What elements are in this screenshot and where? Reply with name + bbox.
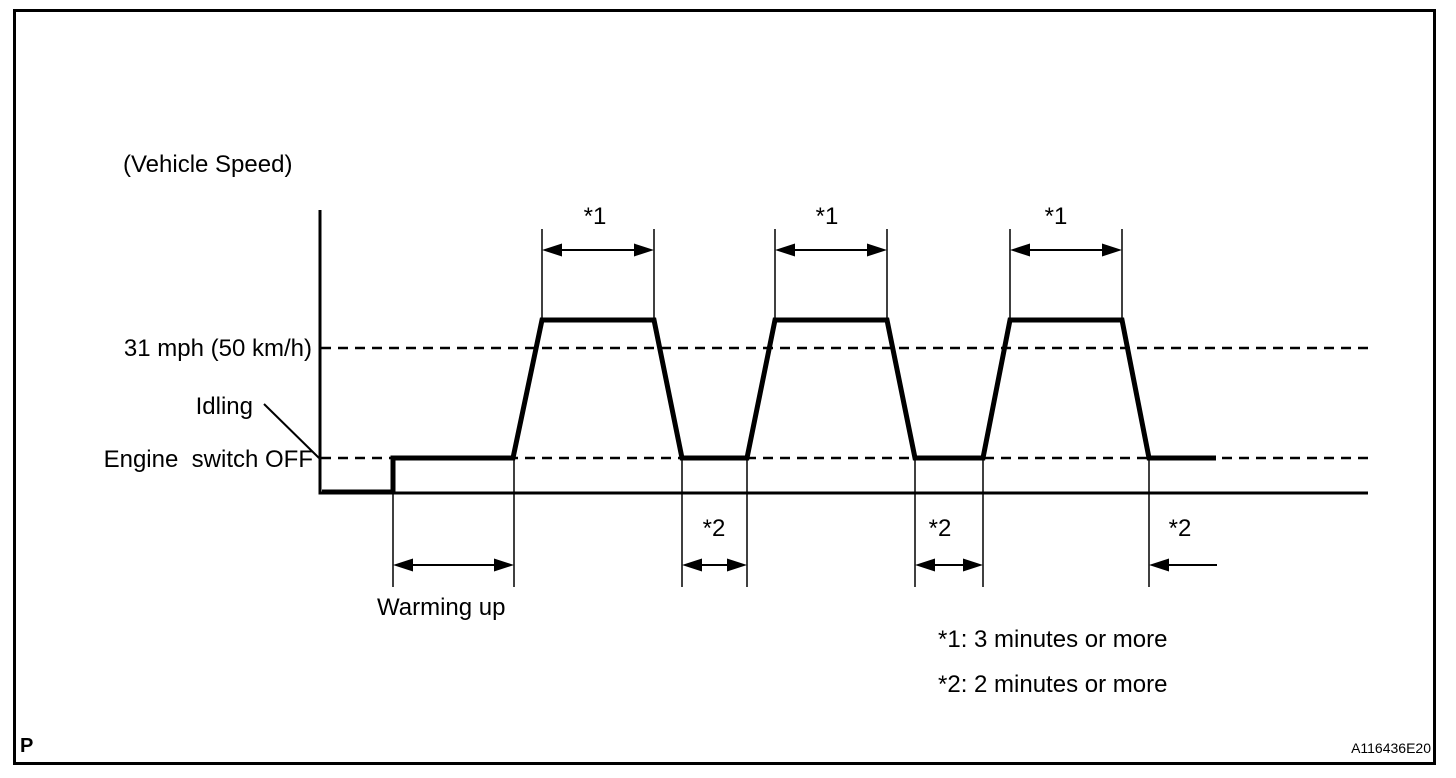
arrowhead-right-5 <box>727 558 747 572</box>
arrowhead-left-7 <box>1149 558 1169 572</box>
figure-border <box>13 9 1436 765</box>
arrowhead-right-6 <box>963 558 983 572</box>
page-marker: P <box>20 735 34 757</box>
speed-waveform <box>322 317 1216 495</box>
dim1-label-peak2: *1 <box>815 203 839 230</box>
arrowhead-left-3 <box>1010 243 1030 257</box>
arrowhead-left-4 <box>393 558 413 572</box>
legend-note-1: *1: 3 minutes or more <box>938 626 1168 653</box>
dim2-label-gap2: *2 <box>928 515 952 542</box>
warming-up-label: Warming up <box>377 594 506 621</box>
figure-id: A116436E20 <box>1351 740 1431 756</box>
arrowhead-left-6 <box>915 558 935 572</box>
arrowhead-left-5 <box>682 558 702 572</box>
arrowhead-left-1 <box>542 243 562 257</box>
dim2-label-gap1: *2 <box>702 515 726 542</box>
arrowhead-left-2 <box>775 243 795 257</box>
dim2-label-gap3: *2 <box>1168 515 1192 542</box>
y-axis-label: (Vehicle Speed) <box>123 151 293 178</box>
speed-threshold-label: 31 mph (50 km/h) <box>123 335 312 362</box>
dim1-label-peak3: *1 <box>1044 203 1068 230</box>
idling-label: Idling <box>195 393 253 420</box>
idling-leader-line <box>263 403 320 459</box>
arrowhead-right-1 <box>634 243 654 257</box>
engine-switch-off-label: Engine switch OFF <box>103 446 313 473</box>
arrowhead-right-2 <box>867 243 887 257</box>
arrowhead-right-4 <box>494 558 514 572</box>
arrowhead-right-3 <box>1102 243 1122 257</box>
dim1-label-peak1: *1 <box>583 203 607 230</box>
legend-note-2: *2: 2 minutes or more <box>938 671 1168 698</box>
